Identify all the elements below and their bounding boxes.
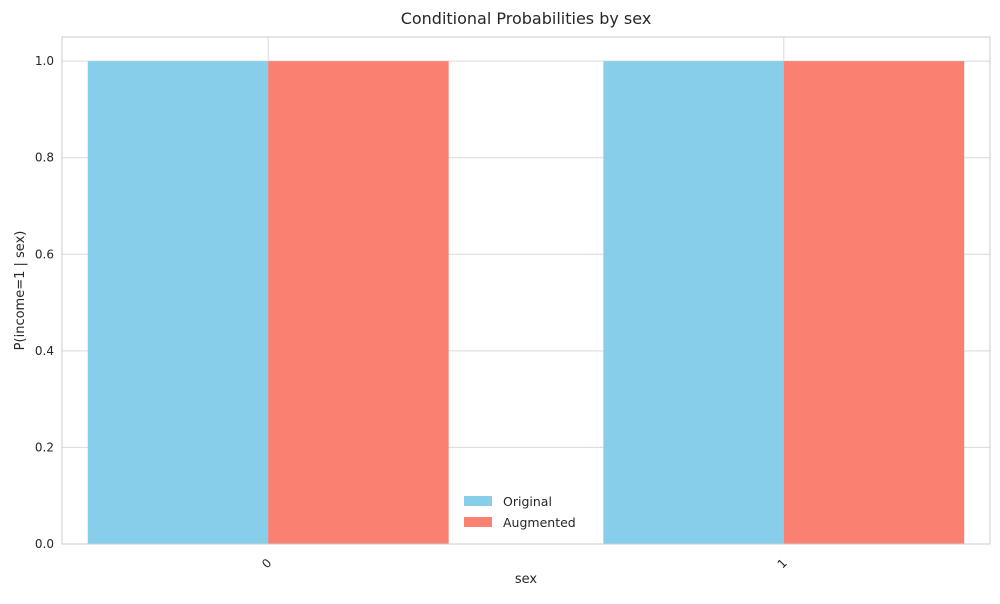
chart-title: Conditional Probabilities by sex (401, 9, 652, 28)
y-axis-label: P(income=1 | sex) (13, 231, 28, 351)
x-axis-label: sex (515, 572, 538, 587)
bar-original-1 (603, 61, 784, 545)
y-tick-label: 0.0 (35, 537, 54, 551)
plot-frame (61, 36, 991, 545)
bar-augmented-0 (268, 61, 449, 545)
y-tick-label: 0.4 (35, 344, 54, 358)
y-tick-label: 0.6 (35, 247, 54, 261)
legend-label-augmented: Augmented (503, 515, 576, 530)
legend-swatch-augmented (464, 517, 492, 527)
legend-label-original: Original (503, 494, 552, 509)
y-tick-label: 1.0 (35, 54, 54, 68)
y-tick-label: 0.2 (35, 440, 54, 454)
y-tick-label: 0.8 (35, 151, 54, 165)
tick-labels: 0.0 0.2 0.4 0.6 0.8 1.0 0 1 (35, 54, 790, 571)
legend: Original Augmented (464, 494, 576, 530)
bars (87, 61, 965, 545)
bar-original-0 (87, 61, 269, 545)
bar-augmented-1 (783, 61, 965, 545)
x-tick-label: 1 (775, 556, 790, 571)
legend-swatch-original (464, 496, 492, 506)
x-tick-label: 0 (259, 556, 274, 571)
